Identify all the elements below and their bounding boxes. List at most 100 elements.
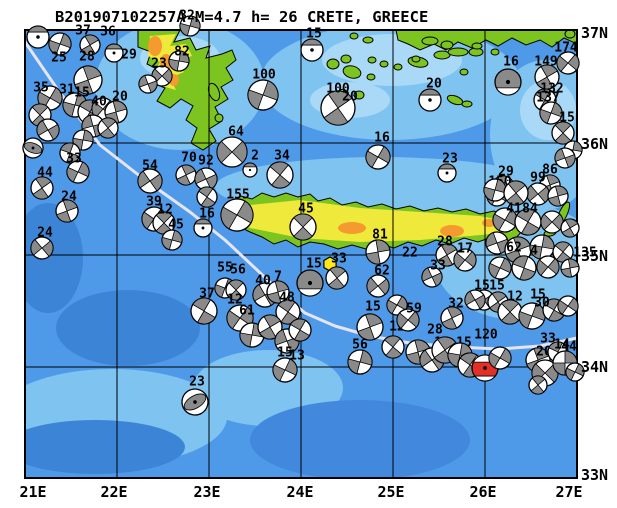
focal-mechanism [560, 258, 580, 278]
depth-label: 174 [554, 41, 578, 56]
focal-mechanism [79, 34, 101, 56]
depth-label: 29 [498, 165, 514, 180]
focal-mechanism [540, 210, 564, 234]
island [353, 90, 365, 100]
focal-mechanism [347, 349, 373, 375]
island [459, 68, 469, 76]
focal-mechanism [242, 162, 258, 178]
focal-mechanism [225, 279, 247, 301]
island [367, 56, 377, 64]
depth-label: 20 [426, 77, 442, 92]
focal-mechanism [247, 79, 279, 111]
depth-label: 23 [442, 152, 458, 167]
focal-mechanism [488, 256, 512, 280]
lat-label: 36N [581, 135, 608, 153]
focal-mechanism [536, 255, 560, 279]
lon-label: 24E [286, 483, 313, 501]
focal-mechanism [300, 38, 324, 62]
depth-label: 137 [536, 91, 559, 106]
focal-mechanism [72, 129, 94, 151]
focal-mechanism [220, 198, 254, 232]
focal-mechanism [485, 231, 509, 255]
focal-mechanism [492, 207, 518, 233]
focal-mechanism [325, 266, 349, 290]
lon-label: 23E [193, 483, 220, 501]
focal-mechanism [381, 335, 405, 359]
focal-mechanism [453, 248, 477, 272]
focal-mechanism [435, 243, 459, 267]
island [411, 55, 421, 63]
focal-mechanism [193, 218, 213, 238]
depth-label: 25 [51, 51, 67, 66]
lon-label: 26E [469, 483, 496, 501]
depth-label: 15 [530, 288, 546, 303]
focal-mechanism [59, 142, 81, 164]
depth-label: 39 [146, 195, 162, 210]
depth-label: 15 [365, 300, 381, 315]
island [461, 100, 473, 108]
depth-label: 92 [198, 154, 214, 169]
depth-label: 40 [91, 95, 107, 110]
sea-shade-patch [56, 290, 200, 366]
depth-label: 100 [252, 68, 276, 83]
focal-mechanism [483, 178, 507, 202]
depth-label: 33 [430, 259, 446, 274]
depth-label: 16 [374, 131, 390, 146]
focal-mechanism [494, 68, 522, 96]
focal-mechanism [137, 168, 163, 194]
focal-mechanism [437, 163, 457, 183]
focal-mechanism [418, 88, 442, 112]
focal-mechanism [528, 375, 548, 395]
depth-label: 7 [274, 270, 282, 285]
depth-label: 15 [489, 279, 505, 294]
focal-mechanism [440, 306, 464, 330]
map-border [24, 29, 578, 479]
island [490, 48, 500, 56]
depth-label: 2 [251, 149, 259, 164]
focal-mechanism [289, 213, 317, 241]
depth-label: 12 [507, 290, 523, 305]
focal-mechanism [560, 218, 580, 238]
depth-label: 61 [239, 304, 255, 319]
depth-label: 20 [342, 90, 358, 105]
lon-label: 22E [100, 483, 127, 501]
depth-label: 13 [289, 349, 305, 364]
focal-mechanism [547, 185, 569, 207]
focal-mechanism [73, 65, 103, 95]
depth-label: 24 [37, 226, 53, 241]
depth-label: 16 [503, 55, 519, 70]
depth-label: 15 [306, 257, 322, 272]
focal-mechanism [257, 314, 283, 340]
focal-mechanism [386, 294, 408, 316]
focal-mechanism [30, 236, 54, 260]
island [393, 63, 403, 71]
depth-label: 37 [199, 287, 215, 302]
focal-mechanism [181, 388, 209, 416]
depth-label: 30 [534, 296, 550, 311]
focal-mechanism [216, 136, 248, 168]
focal-mechanism [511, 255, 537, 281]
focal-mechanism [365, 239, 391, 265]
depth-label: 48 [279, 291, 295, 306]
focal-mechanism [196, 186, 218, 208]
depth-label: 33 [540, 332, 556, 347]
focal-mechanism [194, 167, 218, 191]
depth-label: 155 [226, 188, 249, 203]
depth-label: 34 [274, 149, 290, 164]
depth-label: 44 [37, 166, 53, 181]
focal-mechanism [518, 302, 546, 330]
lon-label: 21E [19, 483, 46, 501]
focal-mechanism [565, 362, 585, 382]
depth-label: 16 [199, 207, 215, 222]
depth-label: 82 [174, 45, 190, 60]
depth-label: 31 [59, 83, 75, 98]
terrain-patch [148, 36, 162, 56]
depth-label: 86 [542, 163, 558, 178]
focal-mechanism [190, 297, 218, 325]
sea-shade-patch [25, 203, 83, 313]
focal-mechanism [557, 295, 579, 317]
depth-label: 33 [331, 252, 347, 267]
focal-mechanism [551, 121, 575, 145]
focal-mechanism [556, 51, 580, 75]
